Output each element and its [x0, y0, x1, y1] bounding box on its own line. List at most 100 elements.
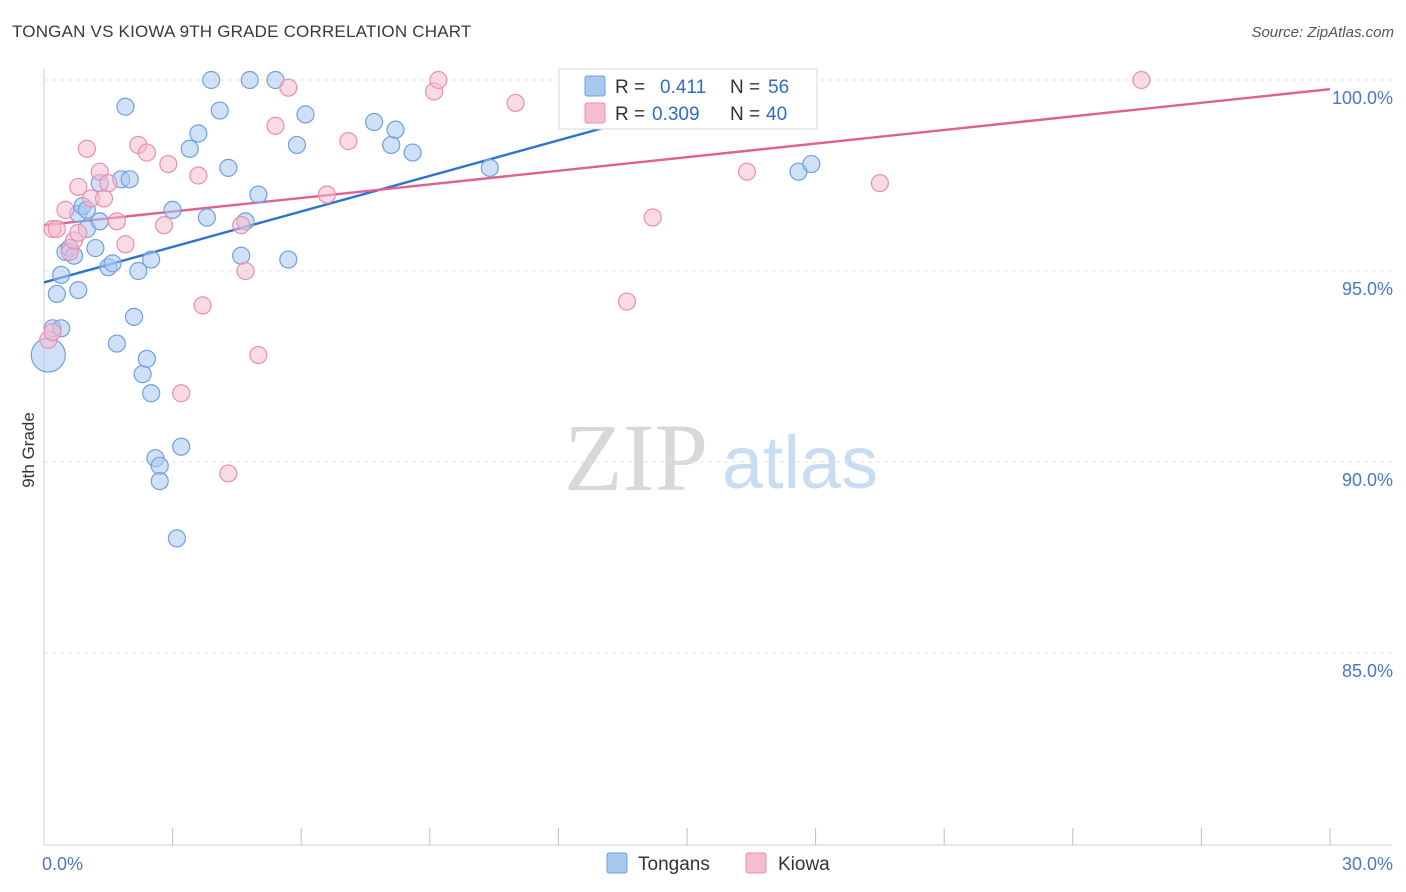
- point-tongans-33: [172, 437, 191, 456]
- point-tongans-50: [386, 120, 405, 139]
- point-tongans-39: [219, 158, 238, 177]
- point-tongans-9: [69, 281, 88, 300]
- point-tongans-27: [142, 250, 161, 269]
- point-tongans-30: [150, 472, 169, 491]
- point-tongans-20: [116, 97, 135, 116]
- series-legend-swatch-tongans: [606, 852, 628, 874]
- point-tongans-49: [382, 135, 401, 155]
- point-kiowa-26: [249, 345, 268, 365]
- point-tongans-34: [180, 139, 199, 158]
- point-tongans-36: [197, 208, 216, 227]
- point-kiowa-23: [219, 464, 238, 483]
- point-tongans-25: [137, 349, 156, 368]
- point-kiowa-8: [69, 223, 88, 242]
- legend-r-value-tongans: 0.411: [660, 77, 706, 98]
- point-kiowa-1: [43, 323, 62, 342]
- x-tick-label-0: 0.0%: [42, 854, 83, 874]
- point-tongans-45: [279, 250, 298, 269]
- point-tongans-35: [189, 124, 208, 143]
- point-tongans-37: [202, 70, 221, 90]
- legend-swatch-tongans: [584, 75, 606, 97]
- point-tongans-4: [52, 265, 71, 284]
- x-tick-label-1: 30.0%: [1342, 854, 1393, 874]
- data-points: [30, 70, 1151, 548]
- y-tick-label-3: 85.0%: [1342, 661, 1393, 681]
- point-kiowa-38: [870, 174, 890, 193]
- legend-n-label-tongans: N =: [730, 77, 760, 98]
- point-tongans-29: [150, 456, 169, 475]
- point-tongans-2: [47, 284, 66, 304]
- point-kiowa-25: [236, 261, 255, 281]
- point-kiowa-28: [279, 78, 298, 97]
- point-kiowa-3: [47, 219, 66, 239]
- point-tongans-21: [120, 170, 139, 189]
- point-tongans-52: [480, 158, 499, 177]
- point-kiowa-22: [193, 296, 212, 315]
- point-kiowa-12: [94, 189, 114, 208]
- y-tick-label-1: 95.0%: [1342, 279, 1393, 299]
- legend-n-label-kiowa: N =: [730, 104, 760, 125]
- chart-title: TONGAN VS KIOWA 9TH GRADE CORRELATION CH…: [12, 22, 472, 41]
- y-tick-label-0: 100.0%: [1332, 88, 1393, 108]
- point-tongans-32: [167, 529, 186, 548]
- point-kiowa-30: [339, 132, 358, 151]
- point-tongans-14: [90, 212, 109, 231]
- legend-n-value-kiowa: 40: [766, 104, 787, 125]
- point-kiowa-32: [429, 70, 448, 90]
- point-kiowa-20: [172, 384, 191, 403]
- point-kiowa-9: [77, 139, 96, 158]
- point-kiowa-27: [266, 116, 285, 135]
- legend-r-label-tongans: R =: [615, 77, 645, 98]
- point-tongans-48: [364, 112, 384, 132]
- point-kiowa-18: [154, 216, 174, 235]
- legend-n-value-tongans: 56: [768, 77, 789, 98]
- source-label: Source: ZipAtlas.com: [1251, 24, 1394, 41]
- point-kiowa-21: [189, 166, 208, 185]
- point-tongans-31: [163, 200, 182, 219]
- point-kiowa-34: [617, 292, 637, 311]
- point-tongans-18: [107, 334, 126, 353]
- stats-legend: R = 0.411 N = 56 R = 0.309 N = 40: [558, 68, 818, 130]
- point-tongans-43: [249, 185, 268, 204]
- point-kiowa-17: [137, 143, 156, 162]
- axes: [43, 68, 1392, 846]
- point-tongans-24: [133, 365, 152, 384]
- point-kiowa-39: [1132, 70, 1151, 90]
- series-legend-label-tongans: Tongans: [638, 854, 710, 875]
- point-kiowa-29: [317, 185, 337, 204]
- series-legend: Tongans Kiowa: [606, 852, 830, 875]
- point-kiowa-33: [506, 93, 525, 113]
- point-tongans-23: [129, 261, 148, 281]
- point-tongans-22: [124, 307, 144, 326]
- point-tongans-55: [802, 154, 821, 174]
- point-kiowa-14: [107, 212, 126, 231]
- point-tongans-42: [240, 70, 259, 90]
- y-tick-label-2: 90.0%: [1342, 470, 1393, 490]
- gridlines: [44, 79, 1392, 654]
- legend-r-label-kiowa: R =: [615, 104, 645, 125]
- point-tongans-13: [86, 238, 105, 258]
- point-tongans-38: [210, 101, 229, 120]
- watermark: ZIP atlas: [564, 404, 878, 511]
- point-kiowa-7: [69, 177, 88, 197]
- legend-r-value-kiowa: 0.309: [652, 104, 700, 125]
- y-axis-label: 9th Grade: [19, 412, 38, 488]
- point-tongans-46: [287, 135, 307, 155]
- tick-labels: 100.0% 95.0% 90.0% 85.0% 0.0% 30.0%: [42, 88, 1393, 874]
- point-kiowa-24: [232, 216, 251, 235]
- legend-swatch-kiowa: [584, 102, 606, 124]
- point-kiowa-13: [99, 174, 118, 193]
- point-kiowa-15: [116, 235, 135, 254]
- point-kiowa-35: [643, 208, 662, 227]
- point-tongans-40: [232, 246, 251, 265]
- point-tongans-26: [142, 384, 161, 403]
- point-tongans-51: [403, 143, 422, 162]
- point-tongans-17: [103, 254, 122, 273]
- point-kiowa-4: [56, 200, 75, 219]
- watermark-zip: ZIP: [564, 404, 708, 511]
- point-kiowa-19: [159, 154, 178, 174]
- point-tongans-47: [296, 105, 315, 124]
- series-legend-label-kiowa: Kiowa: [778, 854, 830, 875]
- point-kiowa-37: [737, 162, 757, 181]
